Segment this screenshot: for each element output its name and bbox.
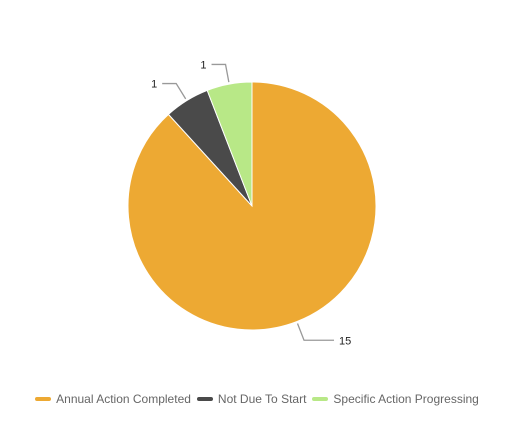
legend-label: Not Due To Start: [217, 392, 307, 406]
legend-item-specific-action-progressing[interactable]: Specific Action Progressing: [312, 392, 479, 406]
chart-legend: Annual Action Completed Not Due To Start…: [0, 392, 514, 406]
legend-label: Specific Action Progressing: [333, 392, 479, 406]
leader-line-not-due-to-start: [162, 82, 187, 100]
leader-line-specific-action-progressing: [211, 63, 230, 83]
legend-item-annual-action-completed[interactable]: Annual Action Completed: [35, 392, 191, 406]
legend-swatch-annual-action-completed: [35, 397, 52, 401]
legend-swatch-specific-action-progressing: [312, 397, 329, 401]
legend-label: Annual Action Completed: [56, 392, 191, 406]
data-label-specific-action-progressing: 1: [200, 59, 206, 71]
legend-item-not-due-to-start[interactable]: Not Due To Start: [196, 392, 307, 406]
data-label-annual-action-completed: 15: [339, 335, 351, 347]
leader-line-annual-action-completed: [296, 323, 335, 341]
legend-swatch-not-due-to-start: [196, 397, 213, 401]
pie-slice-specific-action-progressing[interactable]: [206, 81, 253, 207]
data-label-not-due-to-start: 1: [151, 79, 157, 91]
